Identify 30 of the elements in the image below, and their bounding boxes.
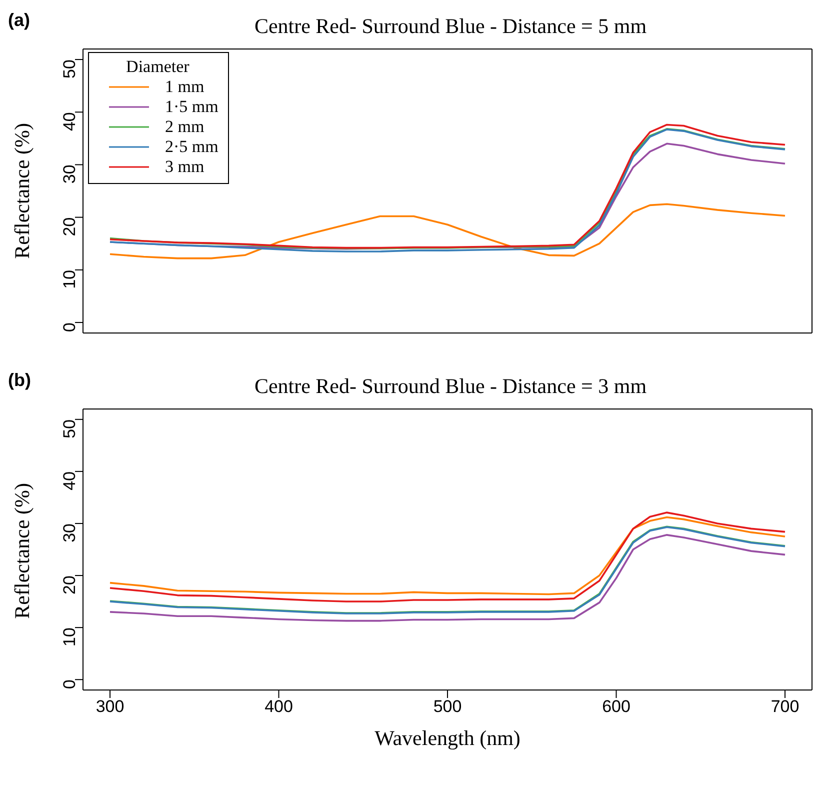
- x-tick-label: 700: [770, 697, 800, 716]
- legend-title: Diameter: [125, 57, 190, 77]
- y-tick-label: 20: [60, 217, 80, 236]
- y-tick-label: 10: [60, 270, 80, 289]
- legend-label: 2 mm: [165, 117, 204, 137]
- y-axis-title: Reflectance (%): [10, 482, 34, 618]
- y-tick-label: 40: [60, 471, 80, 490]
- x-tick-label: 600: [602, 697, 630, 716]
- legend-label: 1 mm: [165, 77, 204, 97]
- chart-title: Centre Red- Surround Blue - Distance = 5 mm: [253, 14, 648, 39]
- y-tick-label: 20: [60, 576, 80, 594]
- y-tick-label: 30: [60, 523, 80, 542]
- legend-label: 1·5 mm: [165, 97, 218, 117]
- y-tick-label: 30: [60, 164, 80, 184]
- legend-label: 3 mm: [165, 157, 204, 177]
- y-tick-label: 0: [60, 322, 80, 332]
- y-tick-label: 40: [60, 112, 80, 132]
- x-tick-label: 500: [433, 697, 462, 716]
- legend-label: 2·5 mm: [165, 137, 218, 157]
- y-axis-title: Reflectance (%): [10, 122, 34, 258]
- x-tick-label: 300: [96, 697, 124, 716]
- text: (a): [8, 10, 30, 30]
- y-tick-label: 50: [60, 60, 80, 78]
- y-tick-label: 10: [60, 628, 80, 646]
- y-tick-label: 0: [60, 680, 80, 690]
- x-tick-label: 400: [264, 697, 293, 716]
- chart-title: Centre Red- Surround Blue - Distance = 3 mm: [253, 374, 648, 399]
- y-tick-label: 50: [60, 419, 80, 438]
- text: (b): [8, 370, 31, 390]
- x-axis-title: Wavelength (nm): [374, 726, 522, 751]
